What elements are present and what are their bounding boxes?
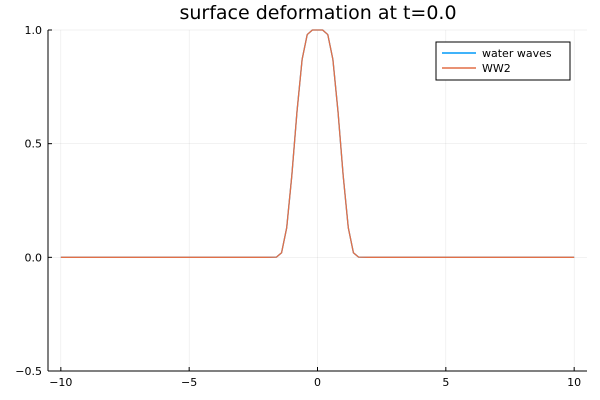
x-tick-label-2: 0 (314, 376, 321, 389)
x-tick-label-4: 10 (567, 376, 581, 389)
y-tick-label-1: 0.0 (25, 251, 43, 264)
x-tick-label-3: 5 (442, 376, 449, 389)
axes (47, 29, 587, 372)
legend-label-0: water waves (482, 47, 552, 60)
legend-box (435, 41, 571, 81)
legend: water waves WW2 (435, 41, 571, 81)
legend-label-1: WW2 (482, 62, 511, 75)
tick-labels: −10 −5 0 5 10 −0.5 0.0 0.5 1.0 (15, 24, 581, 389)
x-tick-label-0: −10 (49, 376, 72, 389)
y-tick-label-2: 0.5 (25, 138, 43, 151)
y-tick-label-3: 1.0 (25, 24, 43, 37)
x-tick-label-1: −5 (181, 376, 197, 389)
y-tick-label-0: −0.5 (15, 365, 42, 378)
series-lines (60, 29, 575, 258)
series-line-1 (60, 29, 575, 258)
grid (48, 29, 587, 372)
chart-title: surface deformation at t=0.0 (179, 2, 456, 24)
